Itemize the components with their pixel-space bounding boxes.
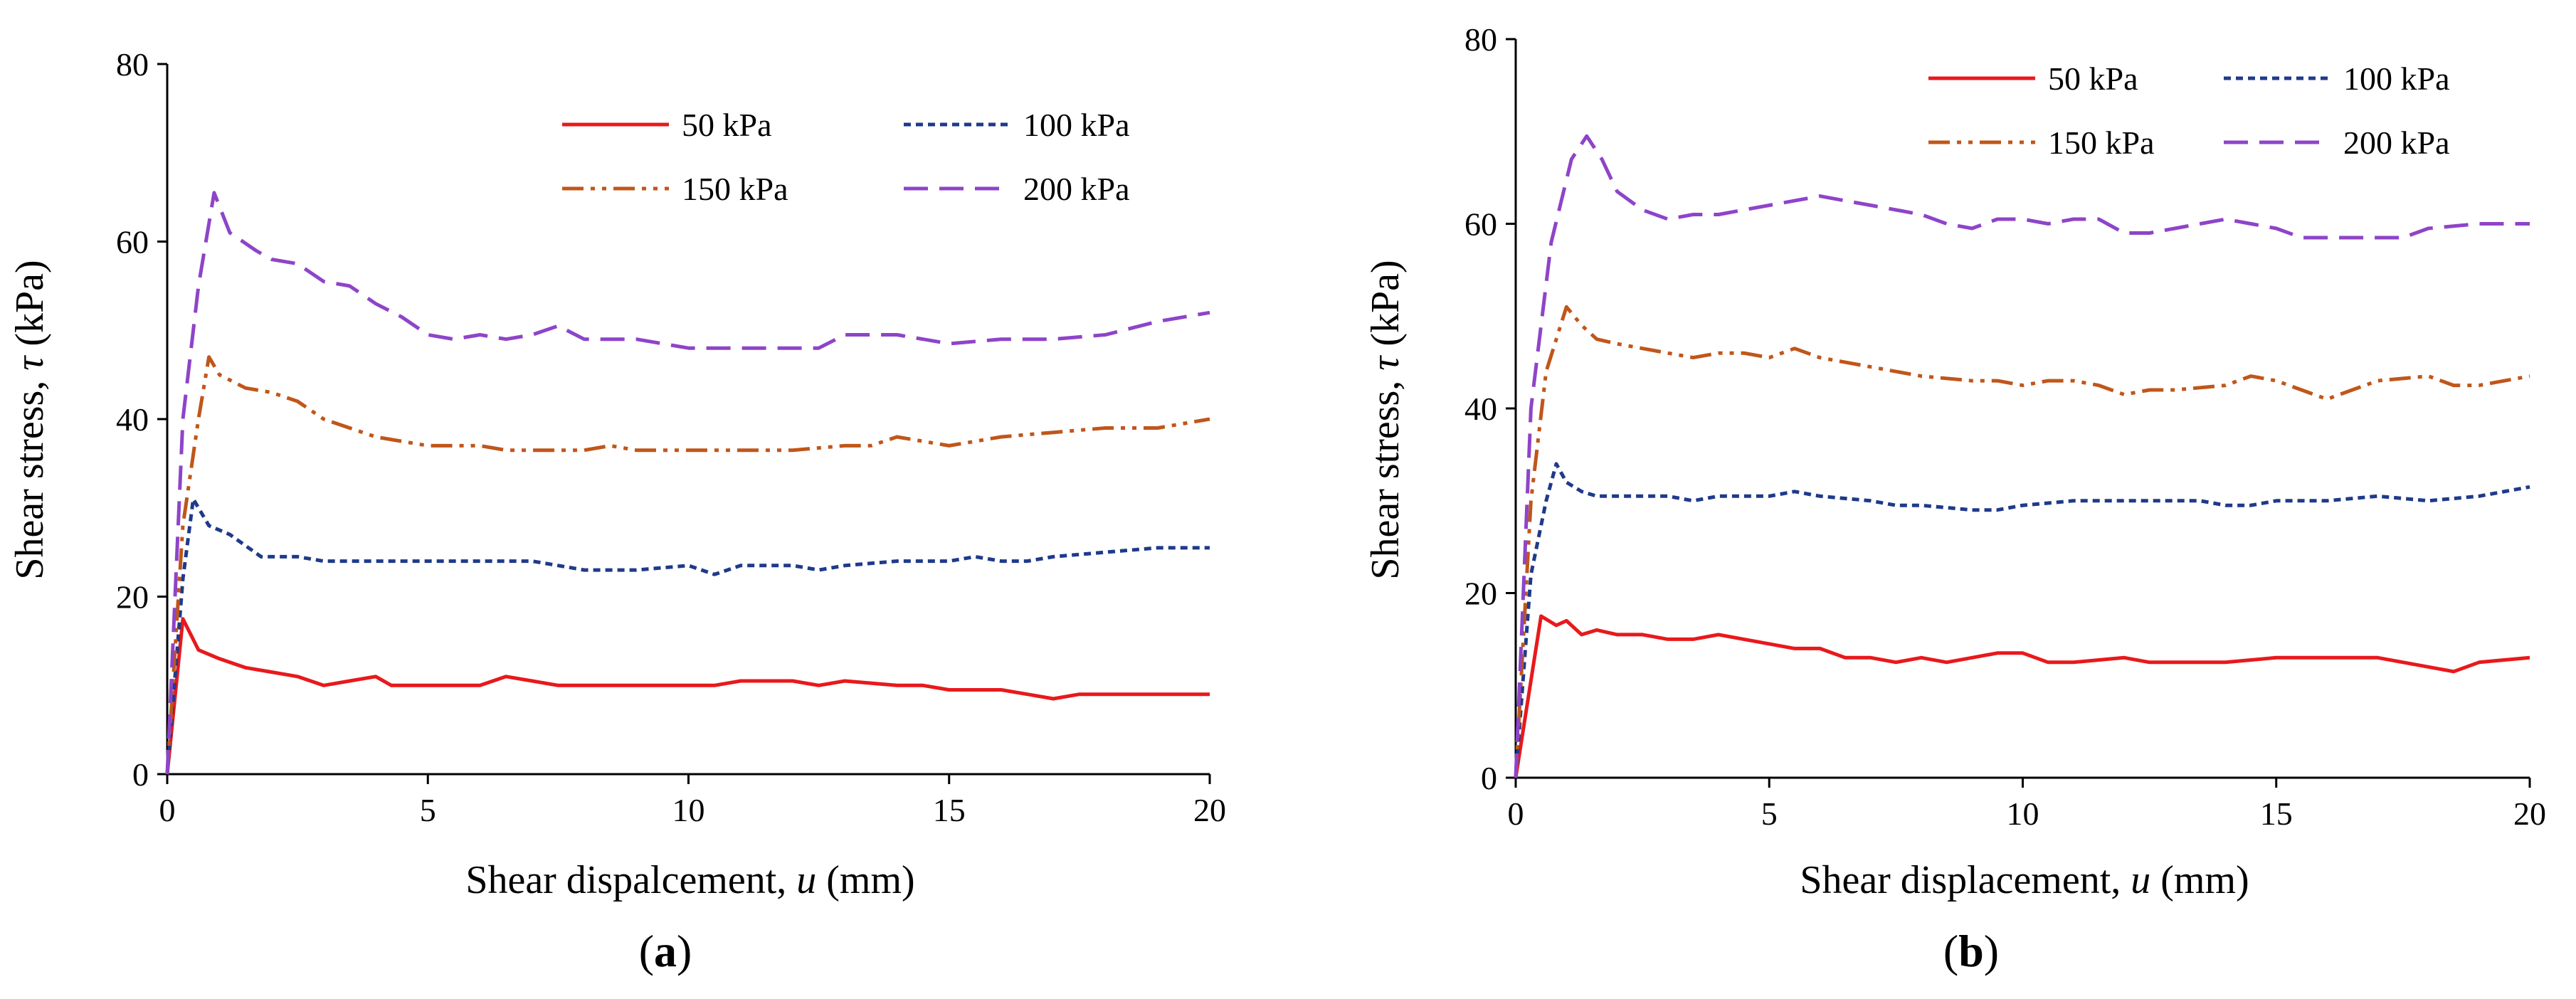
legend-label: 100 kPa <box>2343 60 2450 97</box>
y-tick-label: 80 <box>116 46 149 83</box>
x-axis-title: Shear dispalcement, u (mm) <box>465 858 914 902</box>
x-axis-title: Shear displacement, u (mm) <box>1800 858 2249 902</box>
series-line-200-kpa <box>165 191 1210 775</box>
series-line-150-kpa <box>165 355 1210 775</box>
y-tick-label: 40 <box>116 401 149 438</box>
y-tick-label: 60 <box>1464 206 1497 243</box>
legend-label: 100 kPa <box>1023 107 1130 143</box>
legend-label: 50 kPa <box>682 107 772 143</box>
y-tick-label: 0 <box>132 756 149 793</box>
caption-a-letter: a <box>654 926 677 976</box>
x-tick-label: 20 <box>1193 792 1226 828</box>
x-tick-label: 10 <box>2007 796 2039 832</box>
y-tick-label: 20 <box>1464 576 1497 612</box>
caption-b-letter: b <box>1958 926 1984 976</box>
x-tick-label: 20 <box>2513 796 2546 832</box>
y-axis-title: Shear stress, τ (kPa) <box>8 260 52 579</box>
series-line-50-kpa <box>1514 614 2530 778</box>
y-tick-label: 60 <box>116 224 149 260</box>
legend-label: 200 kPa <box>2343 125 2450 161</box>
caption-b: (b) <box>1943 926 2000 976</box>
caption-a: (a) <box>638 926 692 976</box>
x-tick-label: 5 <box>420 792 436 828</box>
series-line-200-kpa <box>1514 134 2530 778</box>
series-line-150-kpa <box>1514 305 2530 778</box>
chart-b-svg: 0 20 40 60 80 0 5 10 15 20 Shear displacement, u (… <box>1363 21 2546 902</box>
x-tick-label: 15 <box>933 792 966 828</box>
x-tick-label: 15 <box>2260 796 2293 832</box>
y-axis-title: Shear stress, τ (kPa) <box>1363 260 1408 579</box>
y-tick-label: 20 <box>116 579 149 615</box>
series-line-100-kpa <box>165 497 1210 775</box>
x-tick-label: 0 <box>159 792 176 828</box>
legend-label: 50 kPa <box>2048 60 2138 97</box>
legend-label: 200 kPa <box>1023 171 1130 207</box>
x-tick-label: 5 <box>1761 796 1778 832</box>
series-line-50-kpa <box>165 617 1210 775</box>
legend-label: 150 kPa <box>2048 125 2155 161</box>
y-tick-label: 80 <box>1464 21 1497 58</box>
series-line-100-kpa <box>1514 462 2530 778</box>
x-tick-label: 10 <box>672 792 705 828</box>
chart-panel-a: 0 20 40 60 80 0 5 10 15 20 Shear dispalcement, u (… <box>8 46 1226 976</box>
y-tick-label: 0 <box>1481 760 1497 796</box>
x-tick-label: 0 <box>1508 796 1524 832</box>
legend-label: 150 kPa <box>682 171 788 207</box>
chart-panel-b: 0 20 40 60 80 0 5 10 15 20 Shear displacement, u (… <box>1288 0 2576 999</box>
chart-a-svg: 0 20 40 60 80 0 5 10 15 20 Shear dispalcement, u (… <box>8 46 1226 902</box>
y-tick-label: 40 <box>1464 391 1497 427</box>
